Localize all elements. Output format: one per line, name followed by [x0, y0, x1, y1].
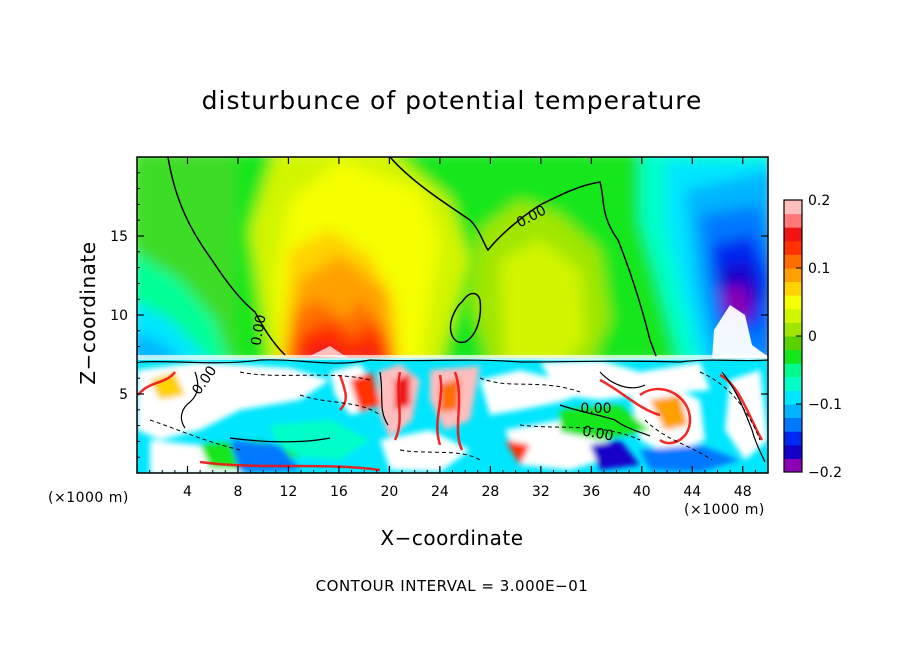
x-axis-label: X−coordinate	[380, 526, 524, 550]
contour-interval-note: CONTOUR INTERVAL = 3.000E−01	[315, 577, 589, 595]
x-tick-label-10: 44	[683, 484, 701, 500]
zero-contours	[139, 157, 768, 463]
colorbar-swatch-1	[784, 444, 802, 459]
x-tick-label-0: 4	[183, 484, 192, 500]
colorbar-swatch-14	[784, 268, 802, 283]
colorbar-swatch-5	[784, 390, 802, 405]
colorbar-tick-label-0: 0.2	[808, 193, 830, 209]
y-axis: 5 10 15	[110, 172, 768, 458]
x-tick-label-5: 24	[431, 484, 449, 500]
colorbar-swatch-13	[784, 281, 802, 296]
colorbar-tick-label-2: 0	[808, 329, 817, 345]
colorbar-swatch-2	[784, 431, 802, 446]
x-tick-label-8: 36	[582, 484, 600, 500]
y-tick-label-0: 5	[119, 387, 128, 403]
chart-title: disturbunce of potential temperature	[201, 86, 703, 115]
y-tick-label-2: 15	[110, 229, 128, 245]
colorbar-swatch-8	[784, 349, 802, 364]
x-tick-label-9: 40	[633, 484, 651, 500]
colorbar-swatch-18	[784, 213, 802, 228]
x-tick-label-11: 48	[734, 484, 752, 500]
y-tick-label-1: 10	[110, 308, 128, 324]
y-axis-label: Z−coordinate	[76, 241, 100, 385]
colorbar-swatch-0	[784, 458, 802, 473]
x-tick-label-1: 8	[233, 484, 242, 500]
colorbar-swatch-12	[784, 295, 802, 310]
colorbar-tick-label-1: 0.1	[808, 261, 830, 277]
colorbar-swatch-11	[784, 308, 802, 323]
x-unit-label-right: (×1000 m)	[684, 502, 765, 518]
colorbar-swatch-9	[784, 336, 802, 351]
contour-label-1: 0.00	[248, 313, 269, 346]
colorbar: 0.2 0.1 0 −0.1 −0.2	[783, 193, 842, 481]
contour-labels: 0.000.000.000.000.00	[189, 203, 614, 445]
x-axis: 4 8 12 16 20 24 28 32 36 40 44 48	[149, 157, 756, 500]
colorbar-swatch-16	[784, 240, 802, 255]
colorbar-swatch-10	[784, 322, 802, 337]
colorbar-swatch-15	[784, 254, 802, 269]
contour-label-4: 0.00	[581, 423, 614, 444]
heatmap-field	[137, 157, 768, 473]
contour-label-3: 0.00	[580, 401, 611, 417]
colorbar-tick-label-4: −0.2	[808, 465, 842, 481]
colorbar-swatch-3	[784, 417, 802, 432]
colorbar-tick-label-3: −0.1	[808, 397, 842, 413]
x-tick-label-6: 28	[481, 484, 499, 500]
x-tick-label-4: 20	[380, 484, 398, 500]
colorbar-swatch-7	[784, 363, 802, 378]
x-unit-label-left: (×1000 m)	[48, 490, 129, 506]
x-tick-label-2: 12	[280, 484, 298, 500]
colorbar-swatch-4	[784, 404, 802, 419]
colorbar-swatch-19	[784, 200, 802, 215]
x-tick-label-7: 32	[532, 484, 550, 500]
colorbar-swatch-17	[784, 227, 802, 242]
x-tick-label-3: 16	[330, 484, 348, 500]
colorbar-swatch-6	[784, 376, 802, 391]
